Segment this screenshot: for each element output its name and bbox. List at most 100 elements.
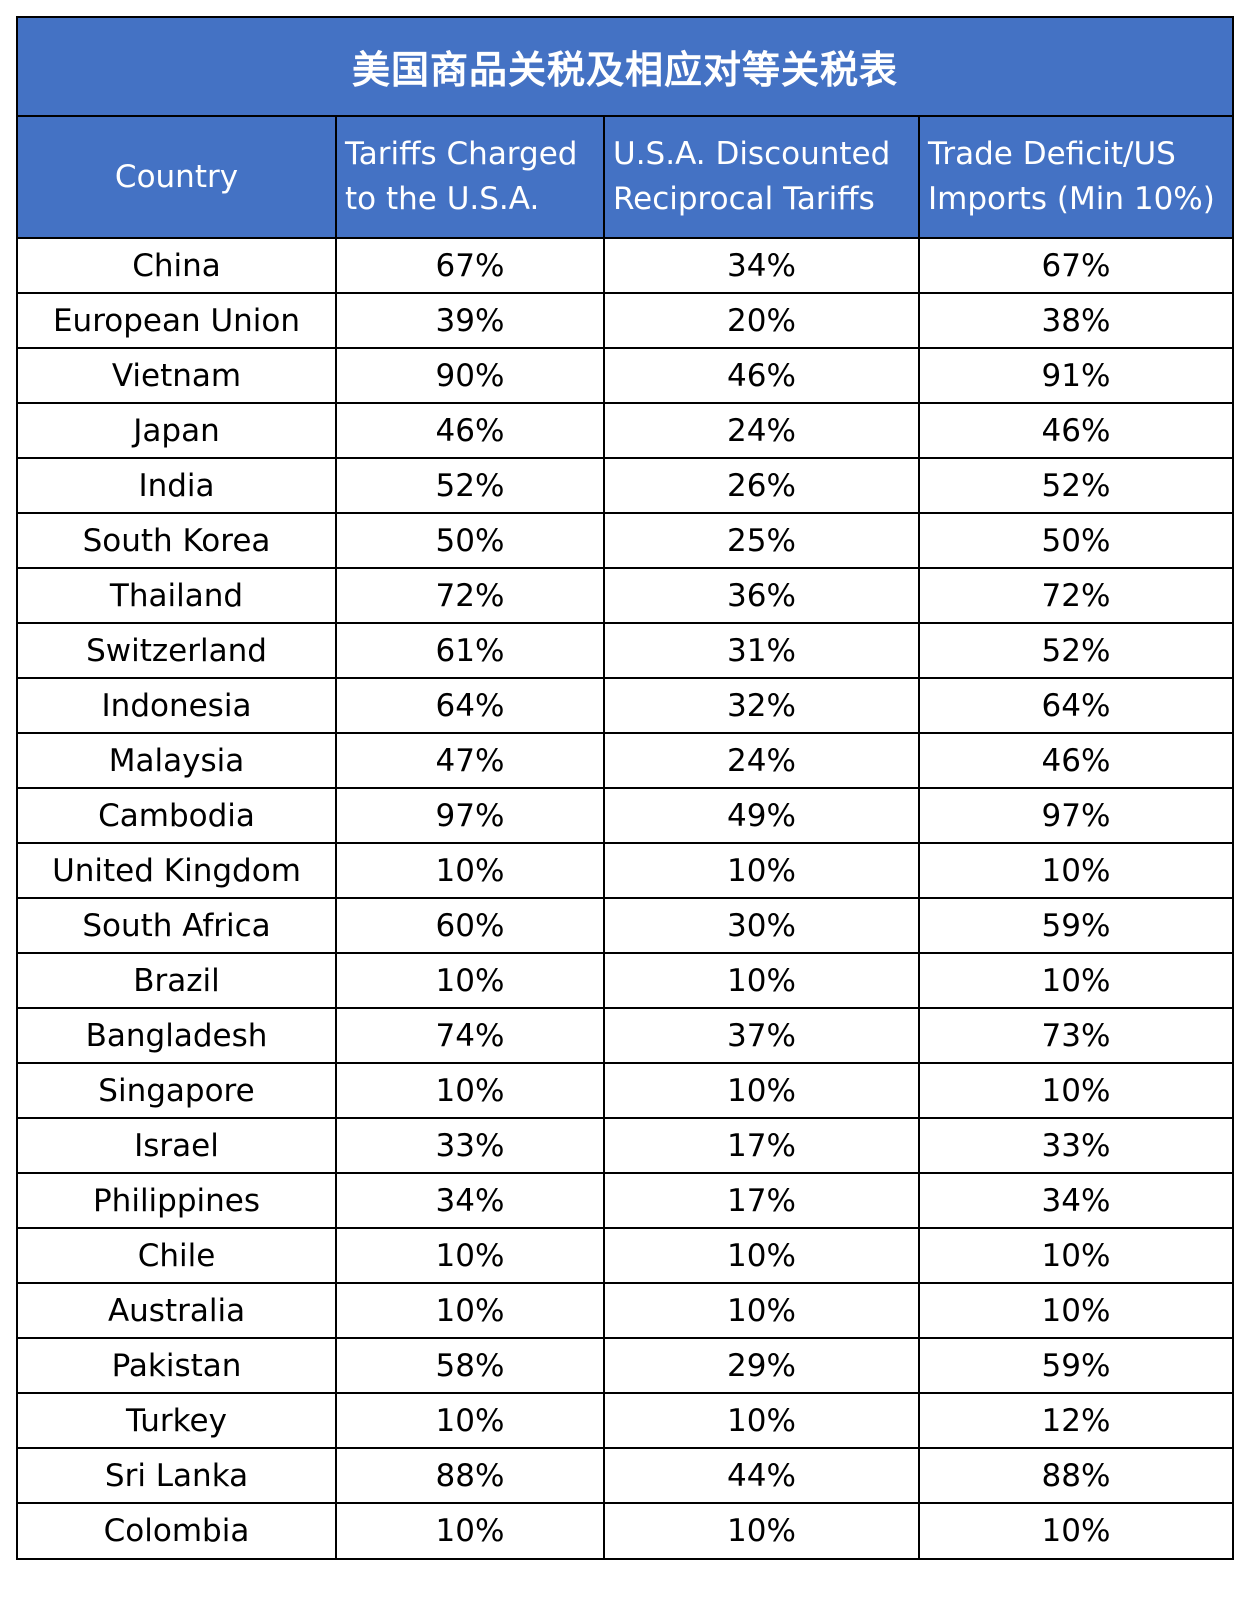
- tariffs-charged-cell: 61%: [336, 623, 605, 679]
- trade-deficit-cell: 91%: [919, 348, 1232, 404]
- trade-deficit-cell: 10%: [919, 1063, 1232, 1119]
- trade-deficit-cell: 46%: [919, 733, 1232, 789]
- header-tariffs-charged: Tariffs Charged to the U.S.A.: [336, 117, 605, 239]
- discounted-tariff-cell: 25%: [604, 513, 920, 569]
- tariffs-charged-cell: 58%: [336, 1338, 605, 1394]
- table-row: Australia 10% 10% 10%: [18, 1283, 1232, 1339]
- trade-deficit-cell: 97%: [919, 788, 1232, 844]
- tariffs-charged-cell: 67%: [336, 238, 605, 294]
- tariffs-charged-cell: 33%: [336, 1118, 605, 1174]
- country-cell: Bangladesh: [18, 1008, 337, 1064]
- country-cell: China: [18, 238, 337, 294]
- tariffs-charged-cell: 10%: [336, 1283, 605, 1339]
- country-cell: Cambodia: [18, 788, 337, 844]
- country-cell: Pakistan: [18, 1338, 337, 1394]
- table-row: United Kingdom 10% 10% 10%: [18, 843, 1232, 899]
- tariffs-charged-cell: 10%: [336, 843, 605, 899]
- country-cell: Japan: [18, 403, 337, 459]
- trade-deficit-cell: 59%: [919, 898, 1232, 954]
- tariffs-charged-cell: 34%: [336, 1173, 605, 1229]
- trade-deficit-cell: 10%: [919, 953, 1232, 1009]
- tariffs-charged-cell: 97%: [336, 788, 605, 844]
- table-row: Thailand 72% 36% 72%: [18, 568, 1232, 624]
- table-row: Turkey 10% 10% 12%: [18, 1393, 1232, 1449]
- table-row: Bangladesh 74% 37% 73%: [18, 1008, 1232, 1064]
- discounted-tariff-cell: 46%: [604, 348, 920, 404]
- country-cell: Colombia: [18, 1503, 337, 1558]
- discounted-tariff-cell: 10%: [604, 843, 920, 899]
- table-row: South Africa 60% 30% 59%: [18, 898, 1232, 954]
- tariffs-charged-cell: 64%: [336, 678, 605, 734]
- discounted-tariff-cell: 10%: [604, 1503, 920, 1558]
- trade-deficit-cell: 73%: [919, 1008, 1232, 1064]
- table-row: Singapore 10% 10% 10%: [18, 1063, 1232, 1119]
- country-cell: Chile: [18, 1228, 337, 1284]
- trade-deficit-cell: 34%: [919, 1173, 1232, 1229]
- tariffs-charged-cell: 52%: [336, 458, 605, 514]
- trade-deficit-cell: 52%: [919, 623, 1232, 679]
- tariffs-charged-cell: 39%: [336, 293, 605, 349]
- table-body: China 67% 34% 67% European Union 39% 20% 38% Vie…: [18, 238, 1232, 1558]
- discounted-tariff-cell: 29%: [604, 1338, 920, 1394]
- tariffs-charged-cell: 60%: [336, 898, 605, 954]
- tariffs-charged-cell: 10%: [336, 953, 605, 1009]
- discounted-tariff-cell: 26%: [604, 458, 920, 514]
- table-row: Switzerland 61% 31% 52%: [18, 623, 1232, 679]
- country-cell: India: [18, 458, 337, 514]
- table-row: India 52% 26% 52%: [18, 458, 1232, 514]
- country-cell: Turkey: [18, 1393, 337, 1449]
- table-row: Philippines 34% 17% 34%: [18, 1173, 1232, 1229]
- table-row: Israel 33% 17% 33%: [18, 1118, 1232, 1174]
- tariff-table: Country Tariffs Charged to the U.S.A. U.…: [18, 117, 1232, 1558]
- trade-deficit-cell: 10%: [919, 1283, 1232, 1339]
- discounted-tariff-cell: 20%: [604, 293, 920, 349]
- table-row: South Korea 50% 25% 50%: [18, 513, 1232, 569]
- country-cell: Switzerland: [18, 623, 337, 679]
- discounted-tariff-cell: 37%: [604, 1008, 920, 1064]
- country-cell: United Kingdom: [18, 843, 337, 899]
- header-row: Country Tariffs Charged to the U.S.A. U.…: [18, 117, 1232, 239]
- discounted-tariff-cell: 36%: [604, 568, 920, 624]
- trade-deficit-cell: 33%: [919, 1118, 1232, 1174]
- country-cell: Vietnam: [18, 348, 337, 404]
- country-cell: European Union: [18, 293, 337, 349]
- discounted-tariff-cell: 32%: [604, 678, 920, 734]
- trade-deficit-cell: 38%: [919, 293, 1232, 349]
- table-row: Indonesia 64% 32% 64%: [18, 678, 1232, 734]
- trade-deficit-cell: 10%: [919, 1228, 1232, 1284]
- table-row: Cambodia 97% 49% 97%: [18, 788, 1232, 844]
- tariffs-charged-cell: 10%: [336, 1228, 605, 1284]
- header-trade-deficit: Trade Deficit/US Imports (Min 10%): [919, 117, 1232, 239]
- discounted-tariff-cell: 17%: [604, 1118, 920, 1174]
- table-row: Sri Lanka 88% 44% 88%: [18, 1448, 1232, 1504]
- trade-deficit-cell: 72%: [919, 568, 1232, 624]
- trade-deficit-cell: 59%: [919, 1338, 1232, 1394]
- discounted-tariff-cell: 24%: [604, 733, 920, 789]
- country-cell: Malaysia: [18, 733, 337, 789]
- country-cell: Israel: [18, 1118, 337, 1174]
- trade-deficit-cell: 50%: [919, 513, 1232, 569]
- trade-deficit-cell: 46%: [919, 403, 1232, 459]
- tariffs-charged-cell: 74%: [336, 1008, 605, 1064]
- discounted-tariff-cell: 49%: [604, 788, 920, 844]
- discounted-tariff-cell: 44%: [604, 1448, 920, 1504]
- tariffs-charged-cell: 10%: [336, 1393, 605, 1449]
- tariffs-charged-cell: 90%: [336, 348, 605, 404]
- discounted-tariff-cell: 10%: [604, 1393, 920, 1449]
- trade-deficit-cell: 10%: [1041, 1513, 1111, 1549]
- discounted-tariff-cell: 10%: [604, 1228, 920, 1284]
- tariffs-charged-cell: 46%: [336, 403, 605, 459]
- country-cell: Thailand: [18, 568, 337, 624]
- tariffs-charged-cell: 88%: [336, 1448, 605, 1504]
- tariffs-charged-cell: 47%: [336, 733, 605, 789]
- tariffs-charged-cell: 72%: [336, 568, 605, 624]
- country-cell: Indonesia: [18, 678, 337, 734]
- table-row: European Union 39% 20% 38%: [18, 293, 1232, 349]
- discounted-tariff-cell: 10%: [604, 953, 920, 1009]
- country-cell: Philippines: [18, 1173, 337, 1229]
- discounted-tariff-cell: 31%: [604, 623, 920, 679]
- discounted-tariff-cell: 34%: [604, 238, 920, 294]
- trade-deficit-cell: 67%: [919, 238, 1232, 294]
- country-cell: South Africa: [18, 898, 337, 954]
- country-cell: Sri Lanka: [18, 1448, 337, 1504]
